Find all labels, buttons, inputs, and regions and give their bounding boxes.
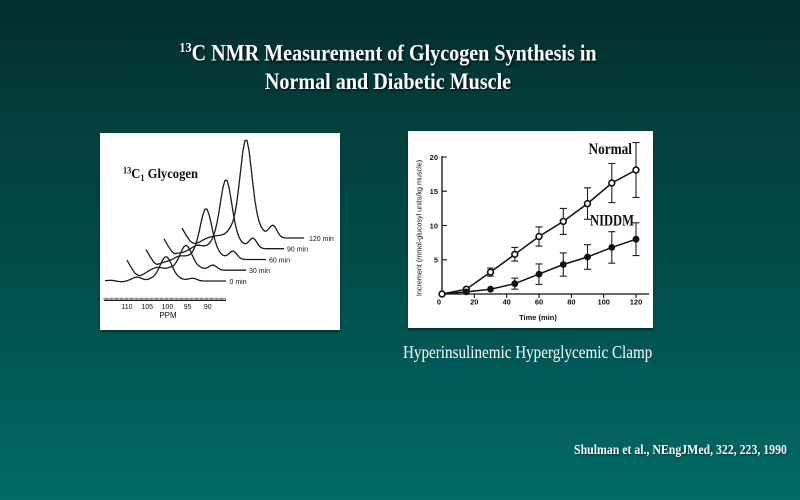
svg-text:Increment (mmol-glucosyl units: Increment (mmol-glucosyl units/kg muscle…	[415, 160, 424, 296]
svg-text:20: 20	[430, 153, 438, 162]
svg-text:120 min: 120 min	[309, 236, 334, 243]
svg-text:15: 15	[430, 187, 438, 196]
svg-text:80: 80	[567, 298, 575, 307]
svg-text:40: 40	[503, 298, 511, 307]
svg-text:Time (min): Time (min)	[519, 313, 557, 322]
svg-text:90: 90	[204, 304, 212, 311]
svg-text:60 min: 60 min	[269, 258, 290, 265]
svg-text:20: 20	[470, 298, 478, 307]
svg-text:5: 5	[434, 256, 438, 265]
svg-text:PPM: PPM	[159, 311, 177, 320]
svg-text:110: 110	[121, 304, 132, 311]
svg-text:0 min: 0 min	[230, 279, 247, 286]
svg-text:NIDDM: NIDDM	[590, 212, 634, 229]
svg-text:10: 10	[430, 221, 438, 230]
svg-text:95: 95	[184, 304, 192, 311]
svg-text:0: 0	[437, 298, 441, 307]
svg-text:60: 60	[535, 298, 543, 307]
svg-text:30 min: 30 min	[249, 268, 270, 275]
svg-text:Normal: Normal	[589, 141, 633, 158]
svg-text:100: 100	[597, 298, 610, 307]
svg-text:90 min: 90 min	[287, 247, 308, 254]
svg-text:120: 120	[630, 298, 643, 307]
svg-text:13C1 Glycogen: 13C1 Glycogen	[123, 165, 199, 183]
svg-text:105: 105	[141, 304, 153, 311]
svg-text:100: 100	[162, 304, 174, 311]
